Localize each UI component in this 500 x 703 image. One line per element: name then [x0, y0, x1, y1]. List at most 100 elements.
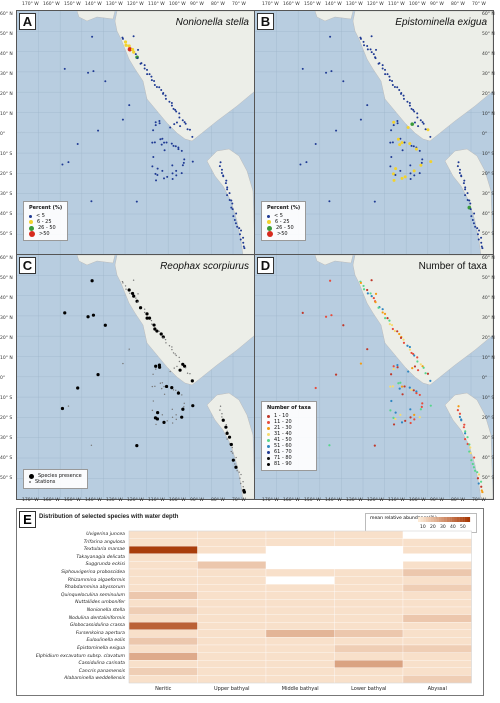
station-point [178, 356, 180, 359]
station-point [242, 245, 245, 248]
station-point [391, 327, 394, 331]
station-point [228, 198, 231, 201]
station-point [374, 301, 377, 304]
lat-label: 50° S [482, 476, 495, 481]
lon-label: 90° W [190, 498, 204, 503]
station-point [170, 104, 173, 107]
panel-label: E [19, 511, 36, 528]
species-label: Alabaminella weddellensis [64, 676, 125, 682]
station-point [392, 124, 395, 127]
station-point [186, 128, 189, 131]
station-point [419, 363, 422, 366]
lat-label: 30° N [482, 72, 495, 77]
station-point [370, 279, 373, 282]
heat-cell [334, 584, 404, 592]
station-point [412, 108, 415, 111]
station-point [175, 110, 178, 113]
station-point [136, 57, 139, 60]
heat-cell [334, 538, 404, 547]
station-point [179, 125, 182, 128]
heat-cell [197, 546, 267, 554]
legend-tick: 10 [420, 524, 426, 530]
heat-cell [402, 667, 472, 676]
heat-cell [197, 675, 267, 684]
station-point [225, 423, 227, 426]
station-point [238, 233, 241, 236]
station-point [234, 465, 238, 469]
station-point [383, 312, 387, 315]
station-point [466, 436, 469, 439]
station-point [138, 306, 143, 310]
station-point [389, 165, 392, 168]
heat-cell [197, 660, 267, 668]
station-point [416, 369, 420, 372]
station-point [181, 407, 185, 411]
station-point [458, 168, 461, 171]
station-point [399, 381, 402, 384]
lon-label: 130° W [346, 2, 363, 7]
station-point [392, 368, 395, 371]
station-point [161, 382, 164, 384]
station-point [171, 348, 173, 351]
station-point [421, 158, 424, 161]
lat-label: 50° N [0, 276, 13, 281]
lat-label: 0° [0, 376, 6, 381]
station-point [139, 62, 142, 65]
legend-row: >50 [267, 231, 300, 237]
heat-cell [197, 644, 267, 653]
station-point [419, 163, 423, 167]
station-point [417, 125, 420, 128]
station-point [168, 100, 171, 103]
legend-row: 26 - 50 [267, 225, 300, 231]
station-point [412, 389, 415, 392]
station-point [176, 365, 178, 368]
panel-label: B [257, 13, 274, 30]
heat-cell [265, 538, 335, 547]
depth-category-label: Upper bathyal [213, 686, 250, 692]
station-point [132, 35, 135, 38]
station-point [403, 141, 406, 144]
station-point [238, 227, 241, 230]
station-point [76, 386, 80, 390]
station-point [466, 192, 469, 195]
station-point [477, 238, 480, 241]
station-point [362, 40, 365, 43]
station-point [158, 330, 160, 333]
lon-label: 160° W [283, 498, 300, 503]
lat-label: 20° S [482, 172, 495, 177]
lat-label: 50° S [0, 476, 13, 481]
station-point [155, 368, 157, 370]
station-point [328, 200, 331, 203]
heat-cell [334, 667, 404, 676]
station-point [228, 192, 231, 195]
heat-cell [128, 667, 198, 676]
station-point [398, 89, 401, 92]
heat-cell [128, 652, 198, 661]
station-point [404, 419, 407, 422]
station-point [180, 172, 183, 175]
station-point [456, 165, 459, 168]
lon-label: 140° W [325, 498, 342, 503]
station-point [152, 373, 154, 375]
heat-cell [402, 576, 472, 585]
station-point [135, 200, 138, 203]
lat-label: 0° [482, 132, 488, 137]
station-point [161, 169, 164, 172]
station-point [392, 423, 396, 426]
station-point [400, 141, 404, 145]
station-point [181, 119, 184, 122]
station-point [156, 410, 160, 415]
station-point [479, 480, 483, 483]
panel-title: Reophax scorpiurus [160, 261, 249, 272]
station-point [135, 297, 137, 299]
heat-cell [334, 614, 404, 623]
lat-label: 30° S [482, 436, 495, 441]
station-point [391, 172, 395, 176]
legend-row: 71 - 80 [267, 455, 311, 461]
station-point [460, 175, 463, 178]
station-point [330, 70, 333, 73]
station-point [150, 319, 153, 322]
station-point [391, 83, 394, 86]
lat-label: 30° S [0, 192, 13, 197]
station-point [398, 332, 401, 336]
